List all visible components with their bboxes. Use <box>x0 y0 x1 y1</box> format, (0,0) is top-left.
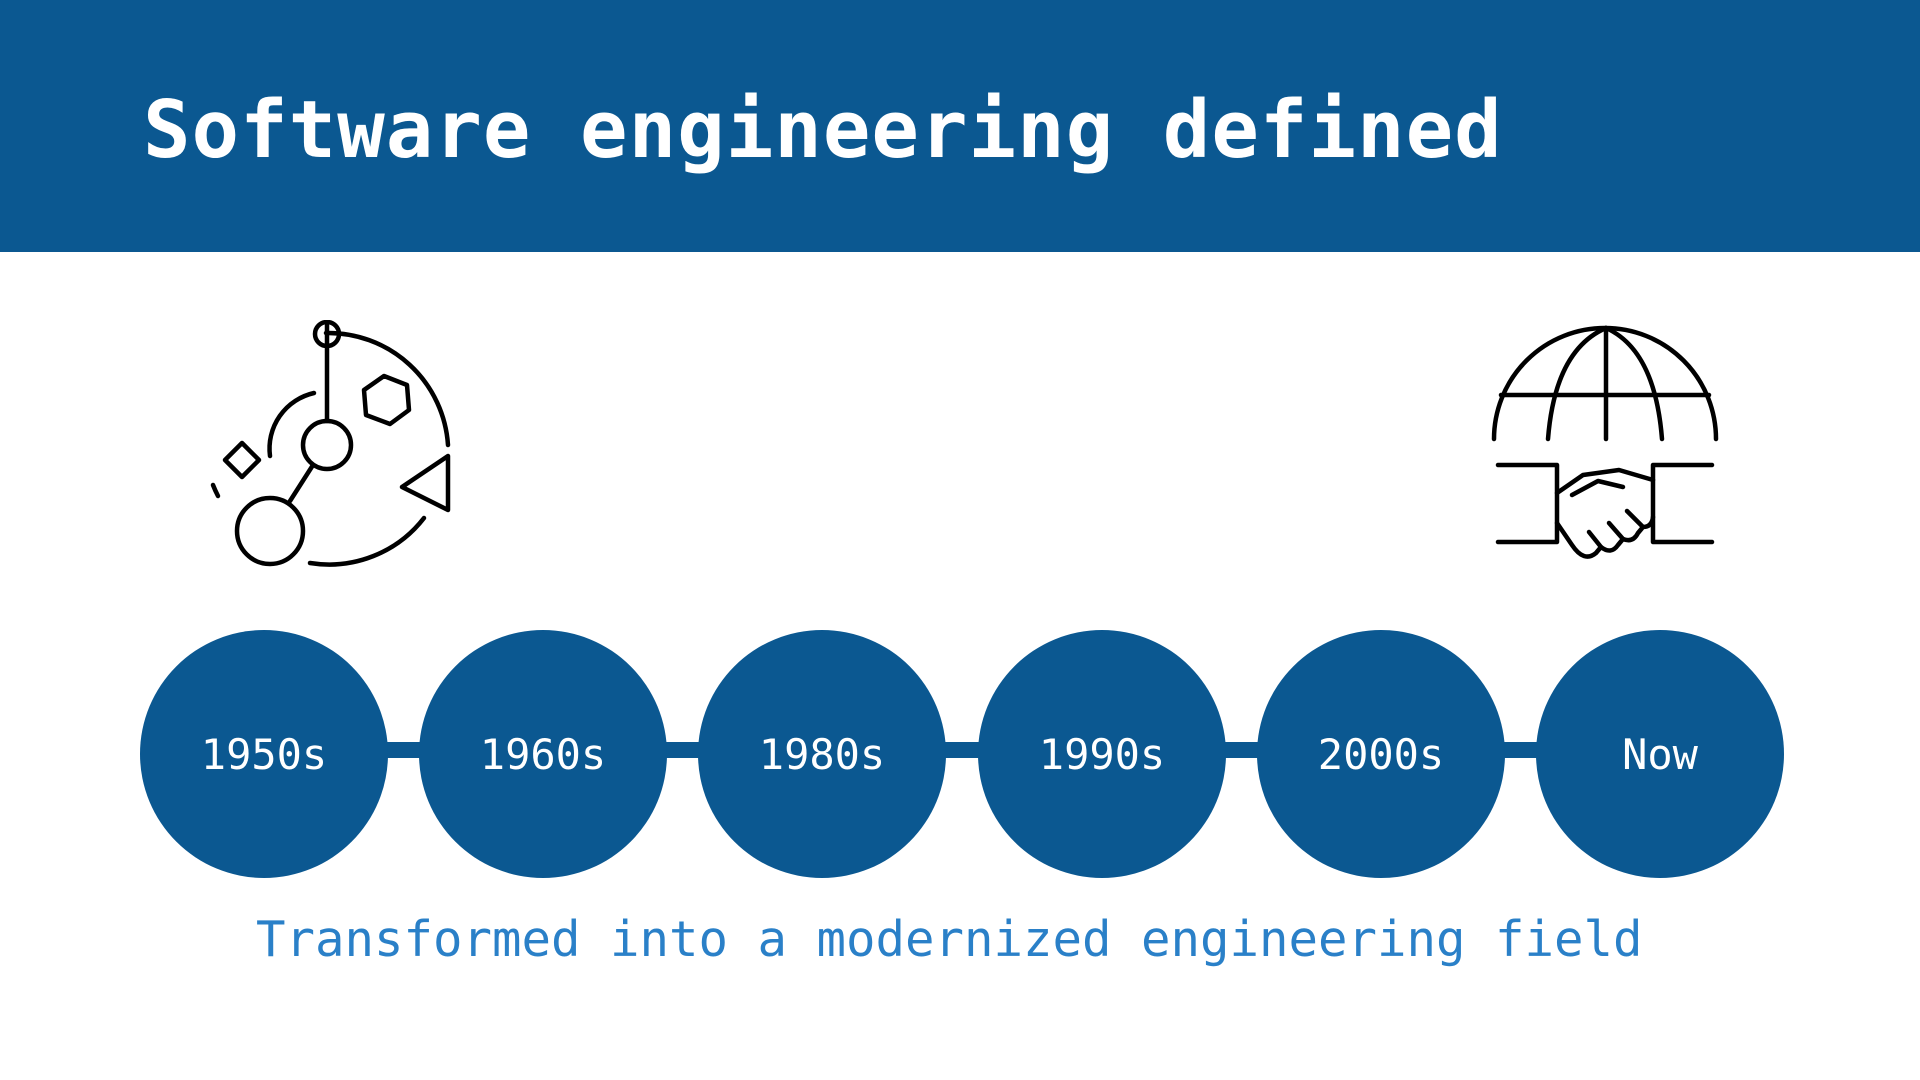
era-label: 1960s <box>479 729 607 779</box>
era-label: 1950s <box>200 729 328 779</box>
era-circle-1990s: 1990s <box>978 630 1226 878</box>
era-label: 1980s <box>758 729 886 779</box>
molecule-network-icon <box>200 320 455 570</box>
title-bar: Software engineering defined <box>0 0 1920 252</box>
era-circle-1980s: 1980s <box>698 630 946 878</box>
era-circle-2000s: 2000s <box>1257 630 1505 878</box>
globe-handshake-icon <box>1490 325 1720 563</box>
slide-caption: Transformed into a modernized engineerin… <box>256 911 1643 968</box>
era-label: 2000s <box>1317 729 1445 779</box>
era-label: Now <box>1622 729 1698 779</box>
timeline: 1950s 1960s 1980s 1990s 2000s Now <box>140 630 1785 878</box>
era-circle-1950s: 1950s <box>140 630 388 878</box>
era-circle-1960s: 1960s <box>419 630 667 878</box>
era-label: 1990s <box>1038 729 1166 779</box>
slide-title: Software engineering defined <box>143 84 1503 176</box>
era-circle-now: Now <box>1536 630 1784 878</box>
